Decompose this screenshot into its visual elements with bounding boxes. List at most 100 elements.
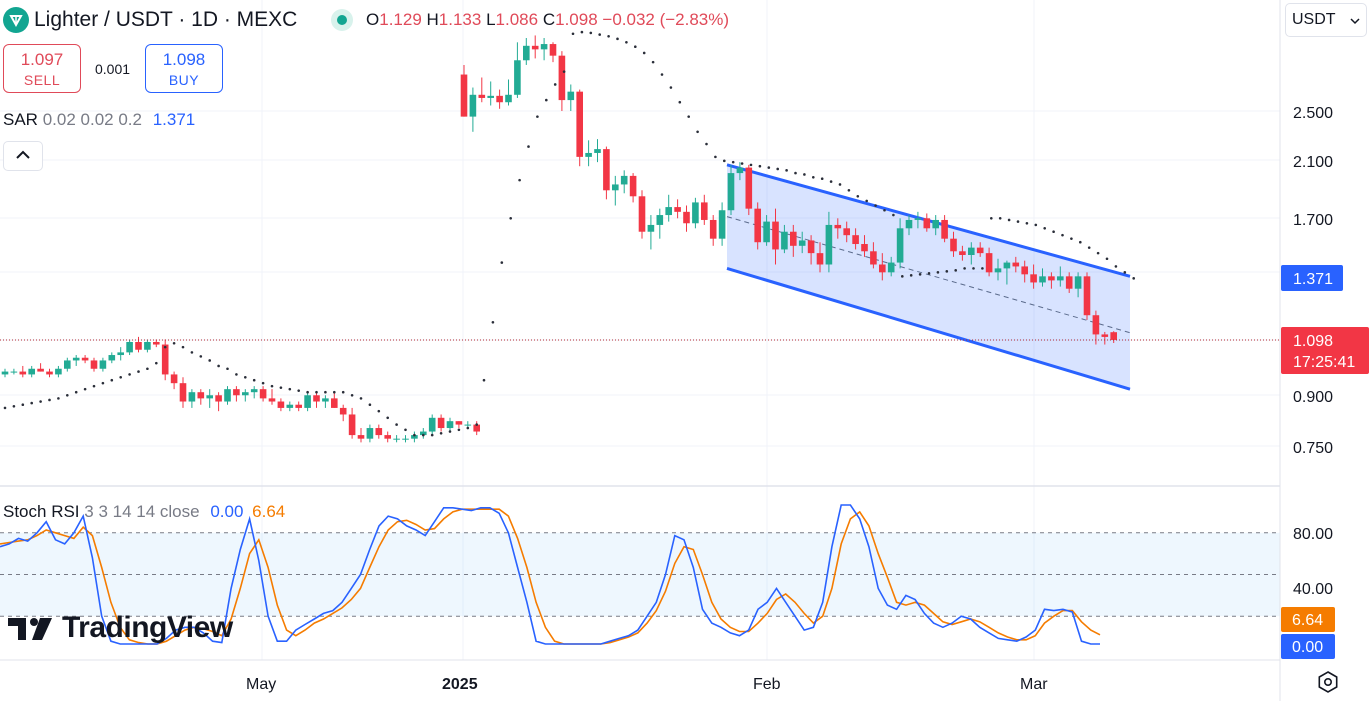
- candle: [339, 404, 347, 422]
- candle-body: [188, 392, 196, 402]
- sar-dot: [482, 378, 486, 382]
- sar-dot: [634, 45, 637, 48]
- sar-dot: [208, 359, 211, 362]
- candle-body: [718, 210, 726, 239]
- price-tick: 2.100: [1293, 154, 1333, 171]
- candle: [941, 215, 948, 243]
- stoch-rsi-legend[interactable]: Stoch RSI 3 3 14 14 close 0.00 6.64: [3, 502, 285, 522]
- collapse-legend-button[interactable]: [3, 141, 43, 171]
- sar-legend[interactable]: SAR 0.02 0.02 0.2 1.371: [3, 110, 195, 130]
- candle-body: [224, 389, 231, 402]
- candle-body: [242, 392, 249, 396]
- sar-dot: [368, 403, 372, 407]
- parabolic-sar: [3, 30, 1135, 437]
- candle-body: [1110, 332, 1117, 340]
- candle: [852, 228, 859, 250]
- candle-body: [420, 431, 427, 436]
- sar-dot: [324, 390, 327, 394]
- sar-dot: [856, 194, 860, 198]
- candle: [905, 215, 913, 236]
- sar-dot: [642, 51, 646, 55]
- candle-body: [313, 395, 320, 402]
- sar-dot: [244, 376, 247, 379]
- high-value: 1.133: [438, 10, 482, 29]
- candle: [420, 428, 427, 439]
- sar-dot: [66, 393, 69, 397]
- candle: [215, 392, 222, 412]
- sar-dot: [395, 423, 398, 426]
- candle: [99, 357, 107, 372]
- buy-button[interactable]: 1.098 BUY: [145, 44, 223, 93]
- candle-body: [1003, 262, 1011, 269]
- sar-dot: [404, 428, 407, 432]
- stoch-tick: 80.00: [1293, 526, 1333, 543]
- ohlc-values: O1.129 H1.133 L1.086 C1.098 −0.032 (−2.8…: [366, 10, 729, 30]
- candle-body: [1012, 262, 1020, 267]
- candle-body: [736, 167, 744, 174]
- candle-body: [322, 398, 329, 402]
- candle: [567, 84, 575, 111]
- candle: [72, 355, 80, 366]
- candle: [277, 398, 285, 412]
- sar-dot: [12, 405, 16, 408]
- candle: [683, 205, 690, 232]
- candle: [478, 77, 486, 103]
- sar-dot: [536, 115, 539, 118]
- sar-dot: [359, 397, 363, 400]
- candle-body: [28, 368, 35, 375]
- candle: [446, 417, 454, 432]
- sar-dot: [625, 41, 628, 44]
- candle: [10, 368, 18, 375]
- sar-dot: [660, 73, 664, 76]
- candle-body: [790, 231, 797, 246]
- sar-dot: [217, 364, 220, 368]
- sar-dot: [83, 387, 87, 391]
- sell-button[interactable]: 1.097 SELL: [3, 44, 81, 93]
- sar-dot: [589, 31, 593, 35]
- candle-body: [727, 173, 735, 211]
- sar-dot: [740, 162, 744, 165]
- candle: [188, 389, 196, 408]
- sar-dot: [954, 269, 957, 272]
- candle: [19, 365, 27, 378]
- candle-body: [665, 207, 672, 216]
- time-tick-year: 2025: [442, 676, 478, 693]
- candle: [455, 421, 463, 429]
- candle: [950, 231, 957, 257]
- candle: [985, 247, 993, 277]
- sar-dot: [181, 345, 185, 349]
- candle: [727, 164, 735, 216]
- last-price-badge-text: 1.098: [1293, 333, 1333, 350]
- candle: [834, 218, 842, 239]
- candle-body: [384, 435, 391, 439]
- candle: [932, 215, 939, 236]
- candle: [1003, 260, 1011, 285]
- candle: [647, 215, 655, 250]
- stoch-d-badge: [1281, 607, 1335, 632]
- sar-dot: [1043, 227, 1046, 230]
- sar-dot: [669, 86, 673, 89]
- candle: [896, 218, 904, 269]
- sar-dot: [1025, 221, 1029, 225]
- candle-body: [816, 253, 824, 265]
- channel-lower-line: [726, 266, 1131, 391]
- symbol-title[interactable]: Lighter / USDT · 1D · MEXC: [34, 8, 298, 31]
- candle-body: [692, 202, 699, 224]
- sar-dot: [448, 430, 452, 433]
- sar-dot: [981, 267, 984, 270]
- sar-dot: [261, 381, 265, 385]
- sar-dot: [785, 169, 788, 172]
- sar-dot: [1096, 251, 1100, 255]
- buy-label: BUY: [168, 72, 200, 88]
- sar-dot: [1016, 220, 1020, 223]
- chart-settings-icon[interactable]: [1316, 670, 1340, 694]
- sar-dot: [48, 398, 51, 402]
- sar-name: SAR: [3, 110, 38, 129]
- candle: [487, 81, 494, 106]
- candle-body: [81, 357, 89, 361]
- currency-select[interactable]: USDT: [1285, 3, 1367, 37]
- candle-body: [1057, 276, 1064, 281]
- candle-body: [10, 371, 18, 373]
- sar-dot: [651, 60, 655, 64]
